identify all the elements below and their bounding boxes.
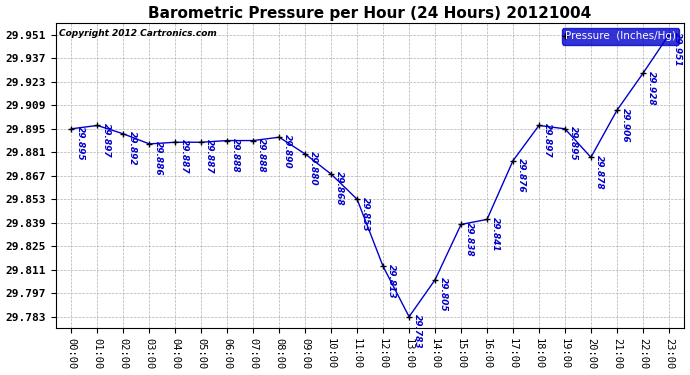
Pressure  (Inches/Hg) — [171, 140, 179, 144]
Text: 29.868: 29.868 — [335, 171, 344, 206]
Text: 29.838: 29.838 — [465, 222, 474, 256]
Text: 29.878: 29.878 — [595, 154, 604, 189]
Text: 29.928: 29.928 — [647, 70, 656, 105]
Text: 29.805: 29.805 — [440, 277, 449, 312]
Text: 29.890: 29.890 — [284, 134, 293, 169]
Pressure  (Inches/Hg) — [586, 155, 595, 160]
Text: 29.813: 29.813 — [387, 264, 396, 298]
Legend: Pressure  (Inches/Hg): Pressure (Inches/Hg) — [562, 28, 679, 45]
Pressure  (Inches/Hg) — [249, 138, 257, 143]
Pressure  (Inches/Hg) — [509, 159, 517, 163]
Pressure  (Inches/Hg) — [67, 127, 75, 131]
Text: 29.887: 29.887 — [179, 140, 188, 174]
Pressure  (Inches/Hg) — [223, 138, 231, 143]
Text: 29.783: 29.783 — [413, 314, 422, 349]
Text: 29.888: 29.888 — [257, 138, 266, 172]
Pressure  (Inches/Hg) — [301, 152, 309, 156]
Pressure  (Inches/Hg) — [664, 33, 673, 37]
Pressure  (Inches/Hg) — [353, 197, 362, 201]
Text: 29.951: 29.951 — [673, 32, 682, 67]
Text: 29.897: 29.897 — [101, 123, 110, 157]
Pressure  (Inches/Hg) — [327, 172, 335, 176]
Text: 29.841: 29.841 — [491, 217, 500, 251]
Pressure  (Inches/Hg) — [431, 278, 440, 282]
Text: 29.853: 29.853 — [362, 196, 371, 231]
Title: Barometric Pressure per Hour (24 Hours) 20121004: Barometric Pressure per Hour (24 Hours) … — [148, 6, 592, 21]
Pressure  (Inches/Hg) — [639, 71, 647, 76]
Pressure  (Inches/Hg) — [275, 135, 284, 140]
Pressure  (Inches/Hg) — [379, 264, 387, 268]
Pressure  (Inches/Hg) — [405, 315, 413, 319]
Pressure  (Inches/Hg) — [119, 132, 128, 136]
Text: 29.887: 29.887 — [206, 140, 215, 174]
Pressure  (Inches/Hg) — [457, 222, 465, 227]
Line: Pressure  (Inches/Hg): Pressure (Inches/Hg) — [68, 32, 672, 320]
Text: 29.897: 29.897 — [543, 123, 552, 157]
Text: Copyright 2012 Cartronics.com: Copyright 2012 Cartronics.com — [59, 29, 217, 38]
Text: 29.892: 29.892 — [128, 131, 137, 166]
Pressure  (Inches/Hg) — [145, 142, 153, 146]
Text: 29.895: 29.895 — [75, 126, 85, 160]
Pressure  (Inches/Hg) — [613, 108, 621, 112]
Text: 29.906: 29.906 — [621, 108, 630, 142]
Text: 29.876: 29.876 — [518, 158, 526, 192]
Text: 29.886: 29.886 — [153, 141, 162, 176]
Pressure  (Inches/Hg) — [483, 217, 491, 222]
Pressure  (Inches/Hg) — [561, 127, 569, 131]
Pressure  (Inches/Hg) — [93, 123, 101, 128]
Text: 29.880: 29.880 — [309, 151, 318, 186]
Pressure  (Inches/Hg) — [197, 140, 206, 144]
Pressure  (Inches/Hg) — [535, 123, 543, 128]
Text: 29.888: 29.888 — [231, 138, 240, 172]
Text: 29.895: 29.895 — [569, 126, 578, 160]
